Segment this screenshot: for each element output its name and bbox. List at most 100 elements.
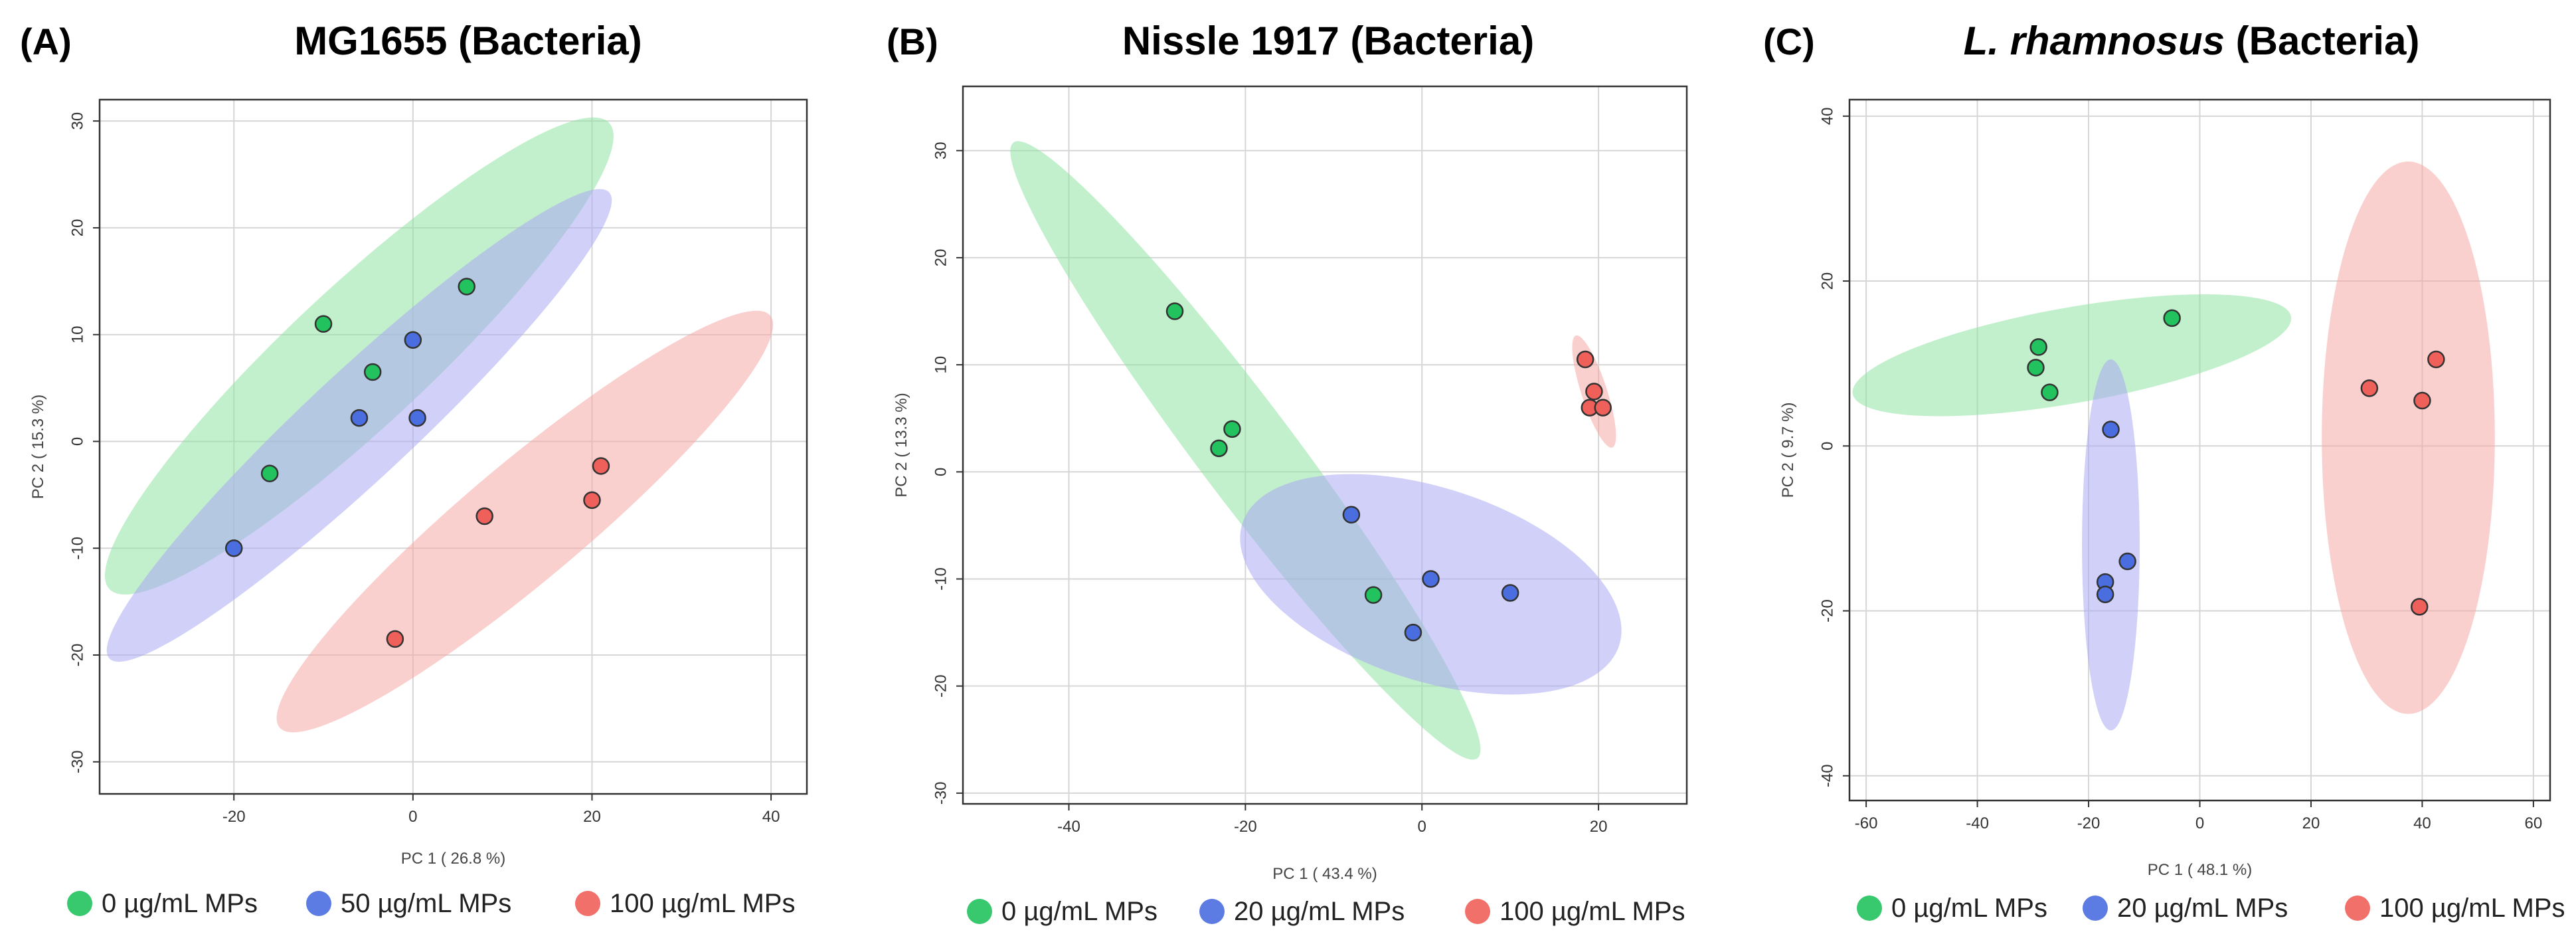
data-point-red — [2360, 379, 2379, 397]
y-tick-label: 30 — [932, 142, 950, 159]
legend-label: 0 µg/mL MPs — [1001, 897, 1158, 926]
x-tick-label: 0 — [1418, 818, 1426, 836]
confidence-ellipses — [1852, 161, 2495, 731]
x-tick-label: 40 — [2413, 814, 2431, 832]
data-point-green — [363, 363, 382, 381]
legend-swatch-blue — [2083, 896, 2108, 921]
ellipse-red — [276, 310, 774, 733]
ellipse-green — [1852, 294, 2292, 417]
data-point-green — [1165, 302, 1184, 320]
y-tick-label: -20 — [68, 644, 86, 667]
x-axis-label: PC 1 ( 48.1 %) — [2148, 861, 2252, 879]
y-axis-label: PC 2 ( 13.3 %) — [893, 393, 910, 497]
x-axis-label: PC 1 ( 43.4 %) — [1272, 865, 1377, 883]
data-point-green — [2027, 359, 2045, 377]
data-point-blue — [1501, 584, 1519, 602]
data-point-red — [2410, 598, 2429, 616]
y-axis-label: PC 2 ( 15.3 %) — [29, 395, 47, 499]
data-point-green — [314, 315, 333, 333]
x-tick-label: -20 — [222, 808, 246, 826]
y-tick-label: -20 — [1818, 599, 1836, 622]
y-tick-label: 40 — [1818, 107, 1836, 125]
y-tick-label: -10 — [68, 537, 86, 560]
y-tick-label: 10 — [68, 326, 86, 343]
y-tick-label: -10 — [932, 567, 950, 591]
y-tick-label: -20 — [932, 674, 950, 698]
chart-panel-3: (C) L. rhamnosus (Bacteria) -60 -40 -20 0 20 40… — [1763, 19, 2565, 923]
y-tick-label: 10 — [932, 356, 950, 374]
chart-title-rest: (Bacteria) — [2225, 19, 2419, 63]
data-point-green — [1210, 439, 1228, 458]
data-point-green — [260, 464, 279, 482]
data-point-red — [1576, 350, 1594, 369]
legend-label: 100 µg/mL MPs — [2379, 894, 2565, 923]
chart-title: MG1655 (Bacteria) — [294, 19, 642, 63]
data-point-blue — [404, 331, 422, 349]
data-point-green — [1223, 420, 1241, 438]
y-tick-label: 0 — [932, 468, 950, 476]
chart-title-italic: L. rhamnosus — [1964, 19, 2225, 63]
y-tick-label: 0 — [68, 437, 86, 446]
chart-title: L. rhamnosus (Bacteria) — [1964, 19, 2420, 63]
x-axis-label: PC 1 ( 26.8 %) — [401, 850, 505, 868]
x-tick-label: -60 — [1855, 814, 1878, 832]
data-point-red — [2413, 391, 2431, 410]
data-point-blue — [224, 539, 243, 557]
legend-swatch-green — [67, 891, 92, 916]
data-point-red — [583, 491, 601, 510]
x-tick-label: -20 — [2077, 814, 2101, 832]
y-tick-label: -40 — [1818, 764, 1836, 787]
data-point-red — [2427, 350, 2445, 369]
panel-label: (B) — [887, 21, 938, 62]
legend-label: 20 µg/mL MPs — [2117, 894, 2288, 923]
legend-swatch-blue — [1199, 899, 1225, 924]
y-tick-label: 30 — [68, 112, 86, 130]
x-tick-label: -40 — [1057, 818, 1080, 836]
data-point-blue — [1422, 570, 1440, 588]
data-point-green — [1364, 586, 1383, 604]
y-tick-label: 0 — [1818, 442, 1836, 450]
legend-swatch-red — [575, 891, 600, 916]
legend-label: 0 µg/mL MPs — [102, 889, 258, 918]
data-point-red — [1585, 383, 1603, 401]
y-tick-label: -30 — [932, 782, 950, 805]
data-point-blue — [408, 409, 426, 427]
data-point-blue — [1342, 506, 1361, 524]
x-tick-label: 60 — [2525, 814, 2543, 832]
legend-swatch-red — [1465, 899, 1490, 924]
legend-swatch-blue — [306, 891, 331, 916]
panel-label: (A) — [20, 21, 72, 62]
panel-label: (C) — [1763, 21, 1815, 62]
ellipse-blue — [2082, 359, 2140, 731]
x-tick-label: 40 — [762, 808, 780, 826]
legend-label: 100 µg/mL MPs — [610, 889, 795, 918]
plot-frame — [962, 85, 1688, 805]
legend-swatch-green — [967, 899, 992, 924]
data-point-green — [2029, 338, 2047, 356]
x-tick-label: 20 — [2302, 814, 2320, 832]
y-tick-label: 20 — [68, 219, 86, 237]
x-tick-label: 0 — [2195, 814, 2204, 832]
legend-label: 20 µg/mL MPs — [1234, 897, 1405, 926]
data-point-blue — [2096, 585, 2114, 603]
x-tick-label: 20 — [583, 808, 601, 826]
chart-title: Nissle 1917 (Bacteria) — [1122, 19, 1534, 63]
data-point-blue — [1404, 623, 1422, 642]
x-tick-label: -40 — [1966, 814, 1989, 832]
data-point-red — [386, 630, 404, 648]
legend-swatch-green — [1857, 896, 1882, 921]
data-point-green — [2163, 309, 2181, 328]
data-point-red — [475, 507, 493, 525]
x-tick-label: 0 — [408, 808, 417, 826]
chart-panel-2: (B) Nissle 1917 (Bacteria) -40 -20 0 20 -30 -20… — [887, 19, 1688, 926]
data-point-green — [2041, 383, 2059, 401]
data-point-red — [592, 457, 610, 475]
ellipse-red — [2322, 161, 2495, 714]
plot-frame — [98, 98, 808, 795]
data-point-blue — [350, 409, 369, 427]
chart-panel-1: (A) MG1655 (Bacteria) -20 0 20 40 -30 -20 -10 0 10… — [20, 19, 808, 918]
x-tick-label: -20 — [1234, 818, 1257, 836]
data-point-blue — [2102, 421, 2120, 438]
y-axis-label: PC 2 ( 9.7 %) — [1779, 402, 1797, 498]
